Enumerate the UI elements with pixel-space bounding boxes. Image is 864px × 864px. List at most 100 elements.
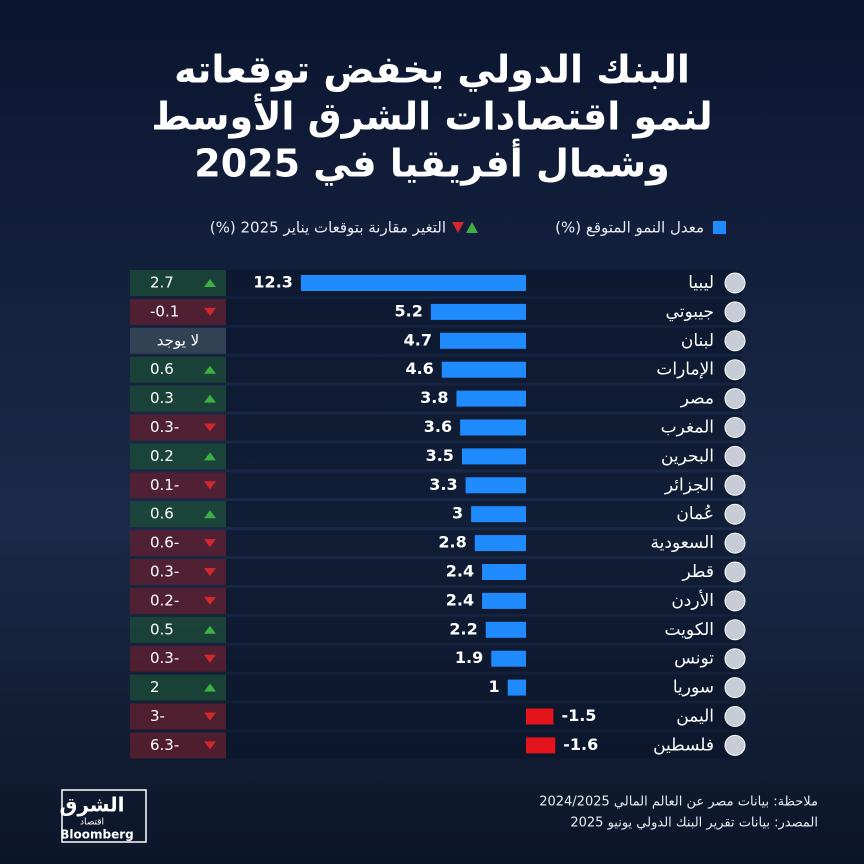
change-arrow (204, 279, 216, 287)
value-label: 3.3 (429, 475, 457, 494)
bar (461, 448, 526, 465)
change-arrow (204, 452, 216, 461)
bar (485, 621, 526, 638)
change-label: 0.3- (150, 563, 179, 581)
bar (300, 275, 526, 291)
title-line: وشمال أفريقيا في 2025 (194, 139, 669, 187)
category-label: جيبوتي (666, 302, 714, 322)
category-label: تونس (674, 649, 714, 669)
change-label: 0.2 (150, 447, 174, 465)
row-band (130, 645, 742, 672)
logo-brand: الشرق (59, 793, 124, 817)
category-label: عُمان (676, 504, 714, 524)
value-label: 3 (452, 504, 463, 523)
bar (482, 564, 526, 580)
row-band (130, 501, 742, 528)
flag (724, 272, 746, 294)
category-label: اليمن (676, 707, 714, 727)
change-label: 0.3- (150, 418, 179, 436)
category-label: المغرب (661, 418, 714, 438)
flag (724, 734, 746, 756)
category-label: الأردن (671, 590, 714, 611)
value-label: 5.2 (394, 301, 422, 320)
legend-swatch (713, 221, 726, 234)
value-label: 1 (489, 677, 500, 696)
bar (441, 361, 526, 378)
category-label: قطر (682, 562, 714, 582)
change-arrow (204, 596, 216, 605)
logo-frame (61, 789, 147, 843)
change-label: 0.6 (150, 505, 174, 523)
category-label: ليبيا (688, 273, 714, 293)
row-band (130, 674, 742, 701)
change-label: 0.6- (150, 534, 179, 552)
bar (507, 679, 526, 696)
flag (724, 474, 746, 496)
legend-entry: التغير مقارنة بتوقعات يناير 2025 (%) (210, 219, 446, 237)
row-band (130, 587, 742, 614)
bar (460, 419, 526, 436)
note: المصدر: بيانات تقرير البنك الدولي يونيو … (570, 816, 818, 831)
value-label: 2.8 (438, 533, 466, 552)
change-label: 3- (150, 707, 165, 725)
flag (724, 503, 746, 525)
change-arrow (204, 539, 216, 548)
flag (724, 648, 746, 670)
category-label: السعودية (651, 533, 714, 553)
value-label: 2.4 (446, 590, 474, 609)
change-arrow (204, 683, 216, 692)
value-label: -1.6 (563, 735, 598, 754)
change-label: -0.1 (150, 302, 179, 320)
change-arrow (204, 654, 216, 663)
change-label: 0.2- (150, 591, 179, 609)
bar (456, 390, 526, 407)
bar (465, 477, 526, 494)
legend-arrow (452, 222, 464, 233)
change-label: 0.5 (150, 620, 174, 638)
category-label: لبنان (681, 331, 714, 351)
category-label: الجزائر (664, 475, 714, 495)
change-arrow (204, 423, 216, 432)
value-label: 3.5 (426, 446, 454, 465)
change-label: 2.7 (150, 274, 174, 292)
row-band (130, 616, 742, 643)
change-label: 0.6 (150, 360, 174, 378)
value-label: 2.2 (449, 619, 477, 638)
row-band (130, 472, 742, 499)
bar (430, 303, 526, 320)
legend-arrow (466, 222, 478, 233)
flag (724, 301, 746, 323)
note: ملاحظة: بيانات مصر عن العالم المالي 2024… (539, 795, 818, 810)
change-arrow (204, 625, 216, 634)
change-arrow (204, 510, 216, 519)
change-label: 2 (150, 678, 160, 696)
value-label: 12.3 (253, 273, 292, 292)
change-arrow (204, 307, 216, 316)
bar (491, 650, 526, 667)
row-band (130, 385, 742, 412)
flag (724, 561, 746, 583)
change-cell (130, 327, 226, 354)
value-label: 4.7 (404, 330, 432, 349)
value-label: 3.6 (424, 417, 452, 436)
category-label: الإمارات (656, 360, 714, 380)
logo-sub: اقتصاد (80, 818, 104, 828)
category-label: فلسطين (653, 735, 714, 755)
value-label: 4.6 (405, 359, 433, 378)
row-band (130, 443, 742, 470)
row-band (130, 356, 742, 383)
flag (724, 388, 746, 410)
change-label: 0.3 (150, 389, 174, 407)
bar (482, 592, 526, 609)
bar (471, 506, 526, 523)
change-arrow (204, 394, 216, 403)
flag (724, 532, 746, 554)
value-label: -1.5 (561, 706, 596, 725)
category-label: مصر (680, 389, 714, 409)
flag (724, 445, 746, 467)
flag (724, 619, 746, 641)
change-label: 0.3- (150, 649, 179, 667)
bar (474, 535, 526, 552)
flag (724, 330, 746, 352)
change-arrow (204, 568, 216, 576)
